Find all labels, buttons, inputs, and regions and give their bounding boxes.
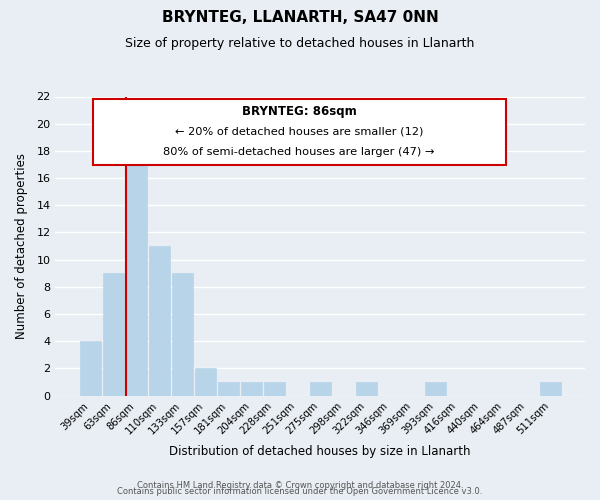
Bar <box>103 274 124 396</box>
Text: 80% of semi-detached houses are larger (47) →: 80% of semi-detached houses are larger (… <box>163 148 435 158</box>
Bar <box>310 382 331 396</box>
Text: Size of property relative to detached houses in Llanarth: Size of property relative to detached ho… <box>125 38 475 51</box>
Bar <box>356 382 377 396</box>
Bar <box>125 151 147 396</box>
Bar <box>540 382 561 396</box>
Y-axis label: Number of detached properties: Number of detached properties <box>15 153 28 339</box>
Bar <box>241 382 262 396</box>
Bar <box>194 368 216 396</box>
Text: BRYNTEG, LLANARTH, SA47 0NN: BRYNTEG, LLANARTH, SA47 0NN <box>161 10 439 25</box>
Bar <box>425 382 446 396</box>
Text: Contains HM Land Registry data © Crown copyright and database right 2024.: Contains HM Land Registry data © Crown c… <box>137 481 463 490</box>
Bar <box>218 382 239 396</box>
Bar <box>172 274 193 396</box>
Text: ← 20% of detached houses are smaller (12): ← 20% of detached houses are smaller (12… <box>175 126 423 136</box>
FancyBboxPatch shape <box>92 100 506 166</box>
X-axis label: Distribution of detached houses by size in Llanarth: Distribution of detached houses by size … <box>169 444 471 458</box>
Bar <box>263 382 285 396</box>
Bar <box>80 342 101 396</box>
Bar <box>149 246 170 396</box>
Text: BRYNTEG: 86sqm: BRYNTEG: 86sqm <box>242 106 356 118</box>
Text: Contains public sector information licensed under the Open Government Licence v3: Contains public sector information licen… <box>118 488 482 496</box>
